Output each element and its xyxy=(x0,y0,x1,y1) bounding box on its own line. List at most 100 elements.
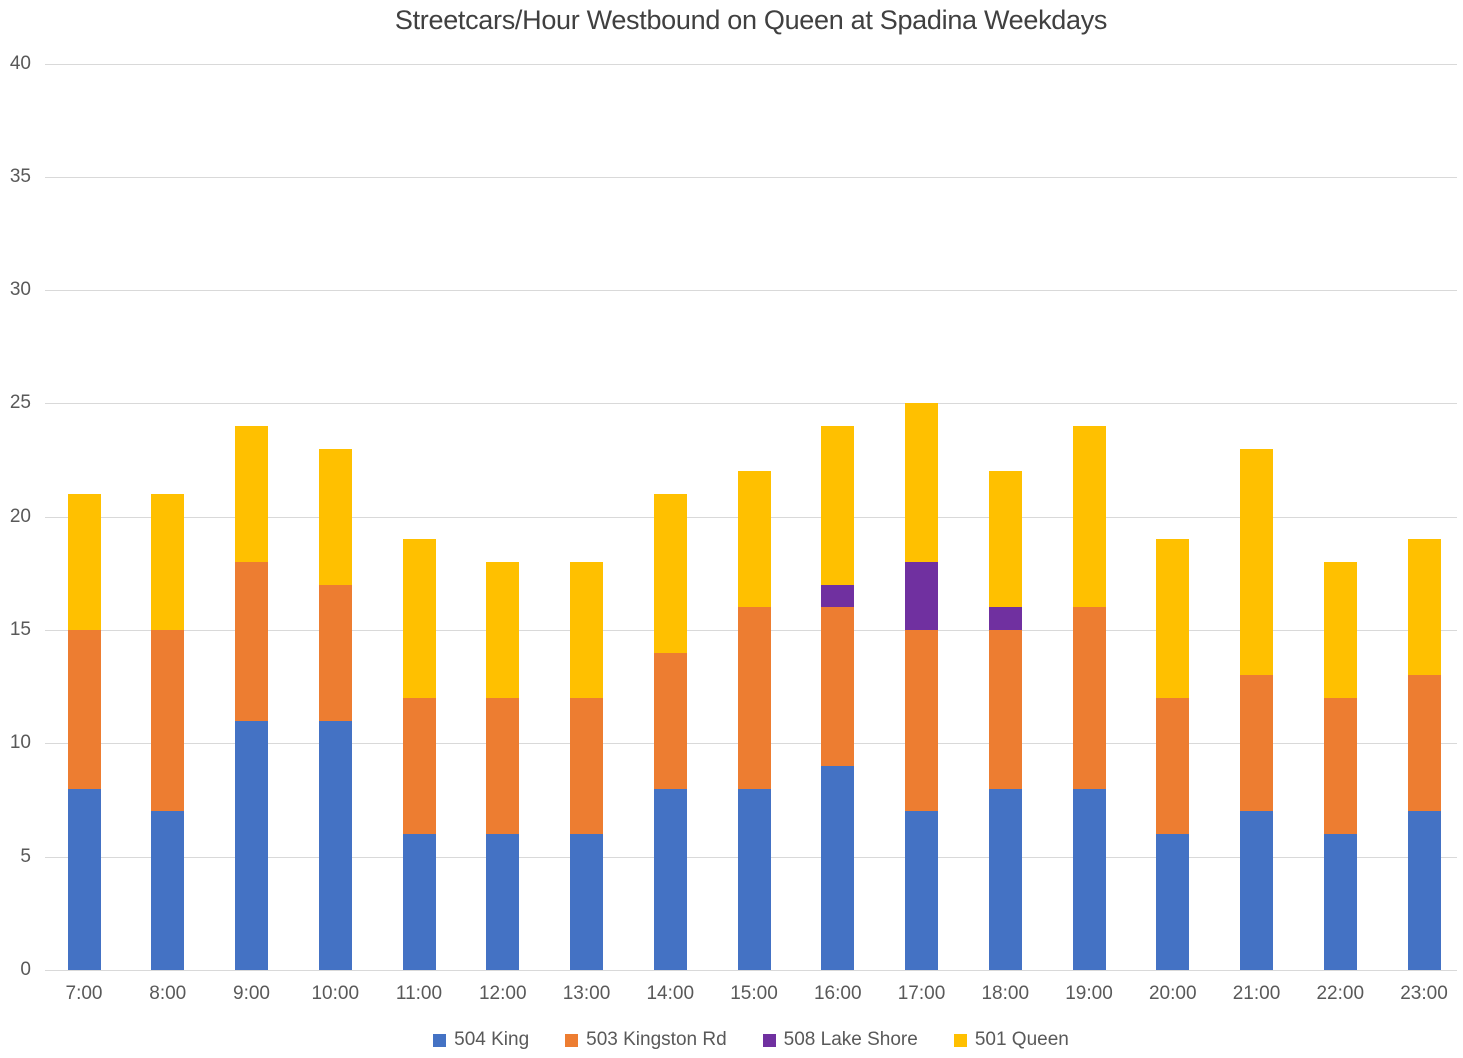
y-axis-tick-label: 40 xyxy=(9,53,31,74)
bar-segment-503-kingston-rd xyxy=(988,630,1022,789)
chart-title: Streetcars/Hour Westbound on Queen at Sp… xyxy=(394,5,1108,35)
gridline xyxy=(45,290,1457,291)
bar-segment-504-king xyxy=(486,834,520,970)
bar-segment-503-kingston-rd xyxy=(905,630,938,812)
bar-segment-501-queen xyxy=(486,562,520,699)
x-axis-tick-label: 8:00 xyxy=(149,983,187,1004)
bar-segment-504-king xyxy=(67,788,101,970)
bar-segment-504-king xyxy=(905,811,938,970)
x-axis-tick-label: 15:00 xyxy=(730,983,778,1004)
bar-segment-503-kingston-rd xyxy=(402,698,436,835)
bar-segment-504-king xyxy=(570,834,603,970)
bar-segment-501-queen xyxy=(1323,562,1357,699)
bar-segment-504-king xyxy=(1156,834,1190,970)
y-axis-tick-label: 10 xyxy=(9,732,31,753)
bar-segment-501-queen xyxy=(1240,448,1273,676)
bar-segment-501-queen xyxy=(1407,539,1441,676)
x-axis-tick-label: 23:00 xyxy=(1400,983,1448,1004)
bar-segment-504-king xyxy=(653,788,687,970)
bar-segment-508-lake-shore xyxy=(905,562,938,631)
bar-segment-503-kingston-rd xyxy=(1072,607,1106,789)
bar-segment-504-king xyxy=(1323,834,1357,970)
legend: 504 King 503 Kingston Rd 508 Lake Shore 501… xyxy=(45,1029,1457,1051)
legend-label: 501 Queen xyxy=(974,1029,1069,1050)
bar-segment-503-kingston-rd xyxy=(1323,698,1357,835)
bar-segment-503-kingston-rd xyxy=(1156,698,1190,835)
gridline xyxy=(45,64,1457,65)
legend-item-504-king: 504 King xyxy=(433,1029,529,1051)
bar-segment-504-king xyxy=(988,788,1022,970)
y-axis-tick-label: 15 xyxy=(9,619,31,640)
x-axis-tick-label: 11:00 xyxy=(395,983,443,1004)
bar-segment-501-queen xyxy=(235,426,268,563)
legend-swatch-icon xyxy=(762,1033,776,1047)
bar-segment-504-king xyxy=(821,766,855,970)
x-axis-tick-label: 10:00 xyxy=(311,983,360,1004)
x-axis-tick-label: 21:00 xyxy=(1232,983,1281,1004)
x-axis-tick-label: 9:00 xyxy=(233,983,270,1004)
bar-segment-503-kingston-rd xyxy=(318,584,352,721)
legend-label: 503 Kingston Rd xyxy=(586,1029,727,1050)
bar-segment-503-kingston-rd xyxy=(1240,675,1273,812)
bar-segment-504-king xyxy=(151,811,185,970)
bar-segment-503-kingston-rd xyxy=(821,607,855,767)
bar-segment-504-king xyxy=(402,834,436,970)
bar-segment-501-queen xyxy=(821,426,855,585)
bar-segment-501-queen xyxy=(1156,539,1190,699)
y-axis-tick-label: 5 xyxy=(20,846,31,867)
legend-label: 504 King xyxy=(454,1029,530,1050)
y-axis-tick-label: 0 xyxy=(20,959,31,980)
x-axis-tick-label: 7:00 xyxy=(65,983,103,1004)
bar-segment-504-king xyxy=(318,720,352,970)
x-axis-tick-label: 19:00 xyxy=(1065,983,1113,1004)
bar-segment-501-queen xyxy=(988,471,1022,608)
x-axis-tick-label: 13:00 xyxy=(562,983,611,1004)
bar-segment-501-queen xyxy=(402,539,436,699)
x-axis-tick-label: 20:00 xyxy=(1148,983,1197,1004)
bar-segment-501-queen xyxy=(737,471,771,608)
bar-segment-503-kingston-rd xyxy=(67,630,101,789)
bar-segment-503-kingston-rd xyxy=(570,698,603,835)
bar-segment-501-queen xyxy=(67,494,101,631)
legend-item-508-lake-shore: 508 Lake Shore xyxy=(762,1029,918,1051)
bar-segment-503-kingston-rd xyxy=(653,652,687,789)
bar-segment-504-king xyxy=(1072,788,1106,970)
legend-swatch-icon xyxy=(953,1033,967,1047)
legend-item-501-queen: 501 Queen xyxy=(953,1029,1069,1051)
bar-segment-504-king xyxy=(235,720,268,970)
x-axis-tick-label: 18:00 xyxy=(981,983,1030,1004)
x-axis-tick-label: 16:00 xyxy=(813,983,862,1004)
bar-segment-508-lake-shore xyxy=(988,607,1022,631)
bar-segment-503-kingston-rd xyxy=(1407,675,1441,812)
legend-swatch-icon xyxy=(565,1033,579,1047)
gridline xyxy=(45,177,1457,178)
bar-segment-501-queen xyxy=(570,562,603,699)
bar-segment-503-kingston-rd xyxy=(235,562,268,721)
legend-item-503-kingston-rd: 503 Kingston Rd xyxy=(565,1029,727,1051)
y-axis-tick-label: 20 xyxy=(9,506,31,527)
bar-segment-501-queen xyxy=(151,494,185,631)
x-axis-tick-label: 12:00 xyxy=(478,983,527,1004)
y-axis-tick-label: 35 xyxy=(9,166,31,187)
bar-segment-503-kingston-rd xyxy=(486,698,520,835)
y-axis-tick-label: 25 xyxy=(9,392,31,413)
x-axis-tick-label: 22:00 xyxy=(1316,983,1365,1004)
bar-segment-508-lake-shore xyxy=(821,584,855,608)
bar-segment-504-king xyxy=(1240,811,1273,970)
legend-swatch-icon xyxy=(433,1033,447,1047)
bar-segment-501-queen xyxy=(318,448,352,585)
x-axis-line xyxy=(45,970,1457,971)
bar-segment-503-kingston-rd xyxy=(151,630,185,812)
y-axis-tick-label: 30 xyxy=(9,279,31,300)
gridline xyxy=(45,403,1457,404)
x-axis-tick-label: 17:00 xyxy=(897,983,946,1004)
bar-segment-503-kingston-rd xyxy=(737,607,771,789)
bar-segment-501-queen xyxy=(905,403,938,563)
bar-segment-504-king xyxy=(1407,811,1441,970)
bar-segment-501-queen xyxy=(653,494,687,653)
x-axis-tick-label: 14:00 xyxy=(646,983,695,1004)
legend-label: 508 Lake Shore xyxy=(783,1029,918,1050)
bar-segment-504-king xyxy=(737,788,771,970)
bar-segment-501-queen xyxy=(1072,426,1106,608)
